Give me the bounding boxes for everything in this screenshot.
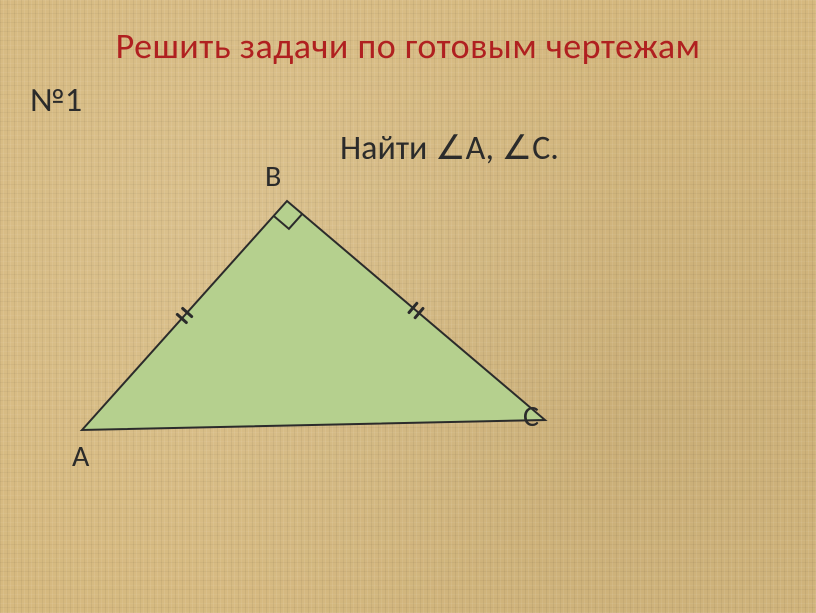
vertex-label-b: В	[265, 158, 281, 195]
vertex-label-c: С	[523, 398, 539, 435]
triangle-diagram	[0, 0, 816, 613]
vertex-label-a: А	[72, 438, 89, 475]
triangle-shape	[82, 201, 545, 430]
